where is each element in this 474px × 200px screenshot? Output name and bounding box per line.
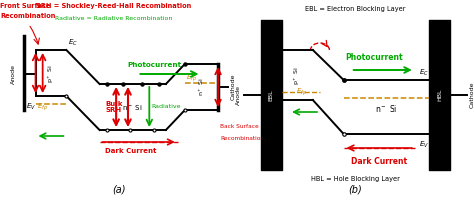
Text: $E_C$: $E_C$ <box>68 38 77 48</box>
Text: EBL: EBL <box>269 89 274 101</box>
Text: Radiative = Radiative Recombination: Radiative = Radiative Recombination <box>55 16 173 21</box>
Text: Photocurrent: Photocurrent <box>127 62 181 68</box>
Text: $E_{fp}$: $E_{fp}$ <box>186 73 197 84</box>
Text: Bulk
SRH: Bulk SRH <box>105 100 122 114</box>
Text: Anode: Anode <box>236 85 241 105</box>
Text: Dark Current: Dark Current <box>351 157 407 166</box>
Text: $E_{fp}$: $E_{fp}$ <box>37 102 48 113</box>
Text: Radiative: Radiative <box>152 104 181 110</box>
Text: HBL = Hole Blocking Layer: HBL = Hole Blocking Layer <box>311 176 400 182</box>
Text: HBL: HBL <box>437 89 442 101</box>
Text: Cathode: Cathode <box>231 74 236 100</box>
Text: Dark Current: Dark Current <box>105 148 156 154</box>
Text: $E_{fp}$: $E_{fp}$ <box>296 87 307 98</box>
Text: SRH = Shockley-Reed-Hall Recombination: SRH = Shockley-Reed-Hall Recombination <box>36 3 191 9</box>
Text: p$^+$ Si: p$^+$ Si <box>292 67 302 85</box>
Text: n$^+$ Si: n$^+$ Si <box>433 99 442 117</box>
Text: Front Surface: Front Surface <box>0 3 51 9</box>
Text: Recombination: Recombination <box>0 13 56 19</box>
Text: n$^-$ Si: n$^-$ Si <box>122 104 143 112</box>
Text: $E_C$: $E_C$ <box>419 68 429 78</box>
Text: Cathode: Cathode <box>469 82 474 108</box>
Text: EBL = Electron Blocking Layer: EBL = Electron Blocking Layer <box>305 6 406 12</box>
Text: $E_V$: $E_V$ <box>419 140 429 150</box>
Text: $E_V$: $E_V$ <box>26 102 36 112</box>
Text: (a): (a) <box>112 184 125 194</box>
Text: Recombination: Recombination <box>220 136 264 141</box>
Text: p$^+$ Si: p$^+$ Si <box>46 65 56 83</box>
Text: n$^-$ Si: n$^-$ Si <box>375 102 398 114</box>
Text: (b): (b) <box>348 184 363 194</box>
Text: Photocurrent: Photocurrent <box>346 53 403 62</box>
Text: Back Surface: Back Surface <box>220 124 259 129</box>
Text: Anode: Anode <box>10 64 16 84</box>
Text: n$^+$ Si: n$^+$ Si <box>197 78 206 96</box>
